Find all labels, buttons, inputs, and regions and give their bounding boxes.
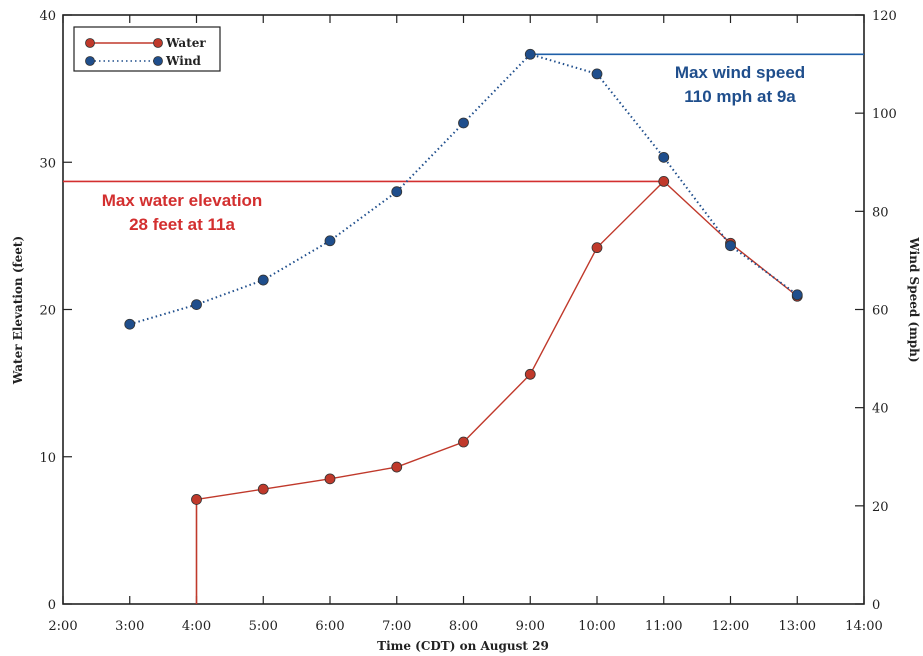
- series-water-point: [191, 494, 202, 505]
- series-wind: [124, 48, 803, 330]
- legend-swatch-marker: [85, 56, 95, 66]
- y-right-tick-label: 100: [872, 107, 897, 122]
- legend: Water Wind: [73, 26, 221, 72]
- x-tick-label: 13:00: [779, 619, 816, 634]
- x-tick-label: 6:00: [315, 619, 344, 634]
- x-tick-label: 3:00: [115, 619, 144, 634]
- x-tick-label: 11:00: [645, 619, 682, 634]
- series-water-point: [458, 436, 469, 448]
- legend-swatch-marker: [85, 38, 95, 48]
- y-left-tick-label: 10: [39, 451, 56, 466]
- x-tick-label: 10:00: [578, 619, 615, 634]
- legend-item-water: Water: [85, 36, 206, 50]
- legend-swatch-marker: [153, 56, 163, 66]
- y-left-tick-label: 30: [39, 156, 56, 171]
- y-right-tick-label: 20: [872, 500, 889, 515]
- series-wind-point: [524, 48, 536, 60]
- y-axis-right-title: Wind Speed (mph): [907, 236, 921, 362]
- y-left-tick-label: 20: [39, 304, 56, 319]
- x-tick-label: 2:00: [48, 619, 77, 634]
- annotation-line: 28 feet at 11a: [129, 215, 235, 234]
- series-wind-point: [191, 299, 202, 310]
- y-left-tick-label: 40: [39, 9, 56, 24]
- series-water-point: [391, 461, 403, 473]
- annotation-line: Max water elevation: [102, 191, 263, 210]
- series-water-point: [324, 473, 336, 485]
- x-tick-label: 7:00: [382, 619, 411, 634]
- series-wind-point: [591, 68, 603, 80]
- annotation-line: 110 mph at 9a: [684, 87, 796, 106]
- series-water-point: [591, 242, 603, 254]
- x-axis-title: Time (CDT) on August 29: [377, 639, 549, 653]
- x-tick-label: 9:00: [516, 619, 545, 634]
- legend-box: [73, 26, 221, 72]
- series-wind-point: [257, 274, 269, 286]
- legend-label: Wind: [165, 54, 202, 68]
- series-wind-point: [124, 318, 136, 330]
- y-left-tick-label: 0: [48, 598, 56, 613]
- y-right-tick-label: 120: [872, 9, 897, 24]
- annotation-line: Max wind speed: [675, 63, 805, 82]
- series-wind-point: [725, 240, 736, 252]
- series-wind-point: [658, 151, 670, 163]
- legend-item-wind: Wind: [85, 54, 202, 68]
- y-right-tick-label: 40: [872, 402, 889, 417]
- series-wind-point: [324, 235, 336, 247]
- max-wind-annotation: Max wind speed 110 mph at 9a: [675, 63, 805, 106]
- x-tick-label: 12:00: [712, 619, 749, 634]
- y-axis-left-title: Water Elevation (feet): [11, 236, 25, 385]
- series-water-line: [196, 180, 798, 501]
- series-wind-point: [458, 117, 469, 129]
- series-water-point: [524, 368, 536, 380]
- series-water: [191, 175, 803, 604]
- series-wind-point: [791, 289, 803, 301]
- x-tick-label: 8:00: [449, 619, 478, 634]
- x-tick-label: 14:00: [845, 619, 882, 634]
- series-wind-point: [391, 186, 403, 198]
- x-tick-label: 5:00: [249, 619, 278, 634]
- series-water-point: [257, 483, 269, 495]
- x-tick-label: 4:00: [182, 619, 211, 634]
- legend-swatch-marker: [153, 38, 163, 48]
- max-water-annotation: Max water elevation 28 feet at 11a: [102, 191, 263, 234]
- series-water-point: [658, 175, 670, 187]
- y-right-tick-label: 0: [872, 598, 880, 613]
- legend-label: Water: [165, 36, 206, 50]
- y-right-tick-label: 80: [872, 205, 889, 220]
- y-right-tick-label: 60: [872, 304, 889, 319]
